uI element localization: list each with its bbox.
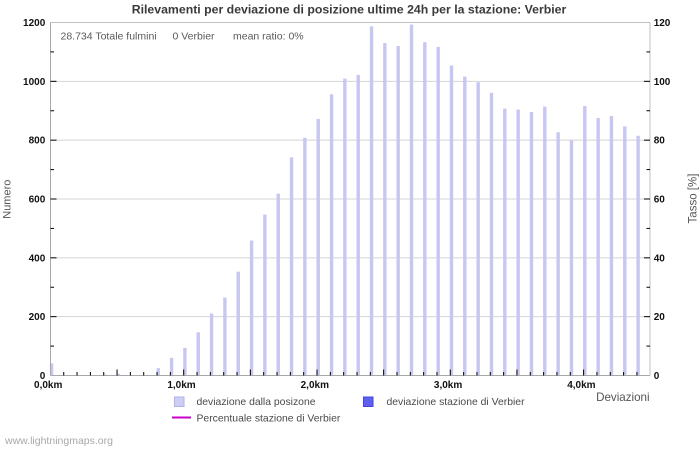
svg-text:800: 800 [29, 136, 46, 147]
svg-text:1,0km: 1,0km [167, 380, 195, 391]
svg-text:2,0km: 2,0km [301, 380, 329, 391]
svg-text:deviazione stazione di Verbier: deviazione stazione di Verbier [387, 397, 526, 408]
svg-text:Deviazioni: Deviazioni [596, 391, 650, 404]
svg-text:www.lightningmaps.org: www.lightningmaps.org [4, 435, 113, 447]
svg-text:0: 0 [40, 371, 46, 382]
svg-text:deviazione dalla posizone: deviazione dalla posizone [197, 397, 316, 408]
svg-text:mean ratio: 0%: mean ratio: 0% [233, 31, 304, 43]
svg-text:200: 200 [29, 312, 46, 323]
svg-text:0: 0 [654, 371, 660, 382]
svg-text:400: 400 [29, 253, 46, 264]
svg-text:1000: 1000 [23, 77, 46, 88]
svg-text:Percentuale stazione di Verbie: Percentuale stazione di Verbier [197, 414, 341, 425]
svg-text:0 Verbier: 0 Verbier [173, 31, 216, 43]
svg-text:1200: 1200 [23, 18, 46, 29]
svg-text:Tasso [%]: Tasso [%] [688, 174, 700, 224]
svg-text:Numero: Numero [1, 180, 13, 219]
svg-text:3,0km: 3,0km [434, 380, 462, 391]
svg-text:20: 20 [654, 312, 666, 323]
svg-text:60: 60 [654, 195, 666, 206]
svg-text:4,0km: 4,0km [567, 380, 595, 391]
svg-text:100: 100 [654, 77, 671, 88]
svg-text:40: 40 [654, 253, 666, 264]
svg-text:120: 120 [654, 18, 671, 29]
svg-text:Rilevamenti per deviazione di: Rilevamenti per deviazione di posizione … [132, 3, 567, 17]
svg-text:0,0km: 0,0km [34, 380, 62, 391]
svg-text:600: 600 [29, 195, 46, 206]
svg-text:28.734 Totale fulmini: 28.734 Totale fulmini [61, 31, 157, 43]
svg-text:80: 80 [654, 136, 666, 147]
